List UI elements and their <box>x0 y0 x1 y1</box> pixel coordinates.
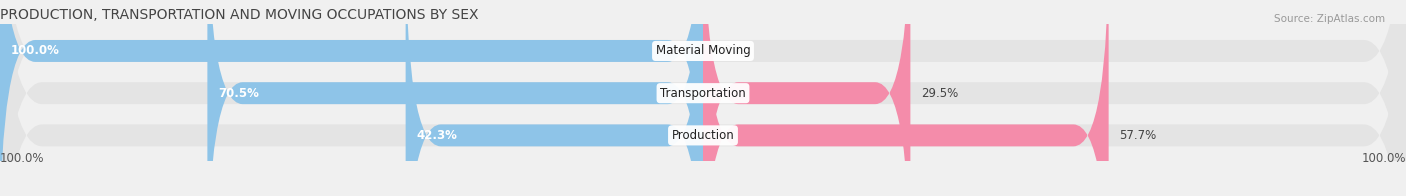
FancyBboxPatch shape <box>703 0 1108 196</box>
FancyBboxPatch shape <box>0 0 703 196</box>
Text: 70.5%: 70.5% <box>218 87 259 100</box>
Text: Transportation: Transportation <box>661 87 745 100</box>
Text: 100.0%: 100.0% <box>0 152 45 165</box>
Text: 29.5%: 29.5% <box>921 87 957 100</box>
Text: 42.3%: 42.3% <box>416 129 457 142</box>
Text: Production: Production <box>672 129 734 142</box>
FancyBboxPatch shape <box>703 0 911 196</box>
Text: Source: ZipAtlas.com: Source: ZipAtlas.com <box>1274 14 1385 24</box>
FancyBboxPatch shape <box>406 0 703 196</box>
Text: 100.0%: 100.0% <box>1361 152 1406 165</box>
Text: Material Moving: Material Moving <box>655 44 751 57</box>
FancyBboxPatch shape <box>208 0 703 196</box>
Text: 57.7%: 57.7% <box>1119 129 1156 142</box>
Text: 0.0%: 0.0% <box>714 44 744 57</box>
Text: PRODUCTION, TRANSPORTATION AND MOVING OCCUPATIONS BY SEX: PRODUCTION, TRANSPORTATION AND MOVING OC… <box>0 8 478 22</box>
Text: 100.0%: 100.0% <box>11 44 59 57</box>
